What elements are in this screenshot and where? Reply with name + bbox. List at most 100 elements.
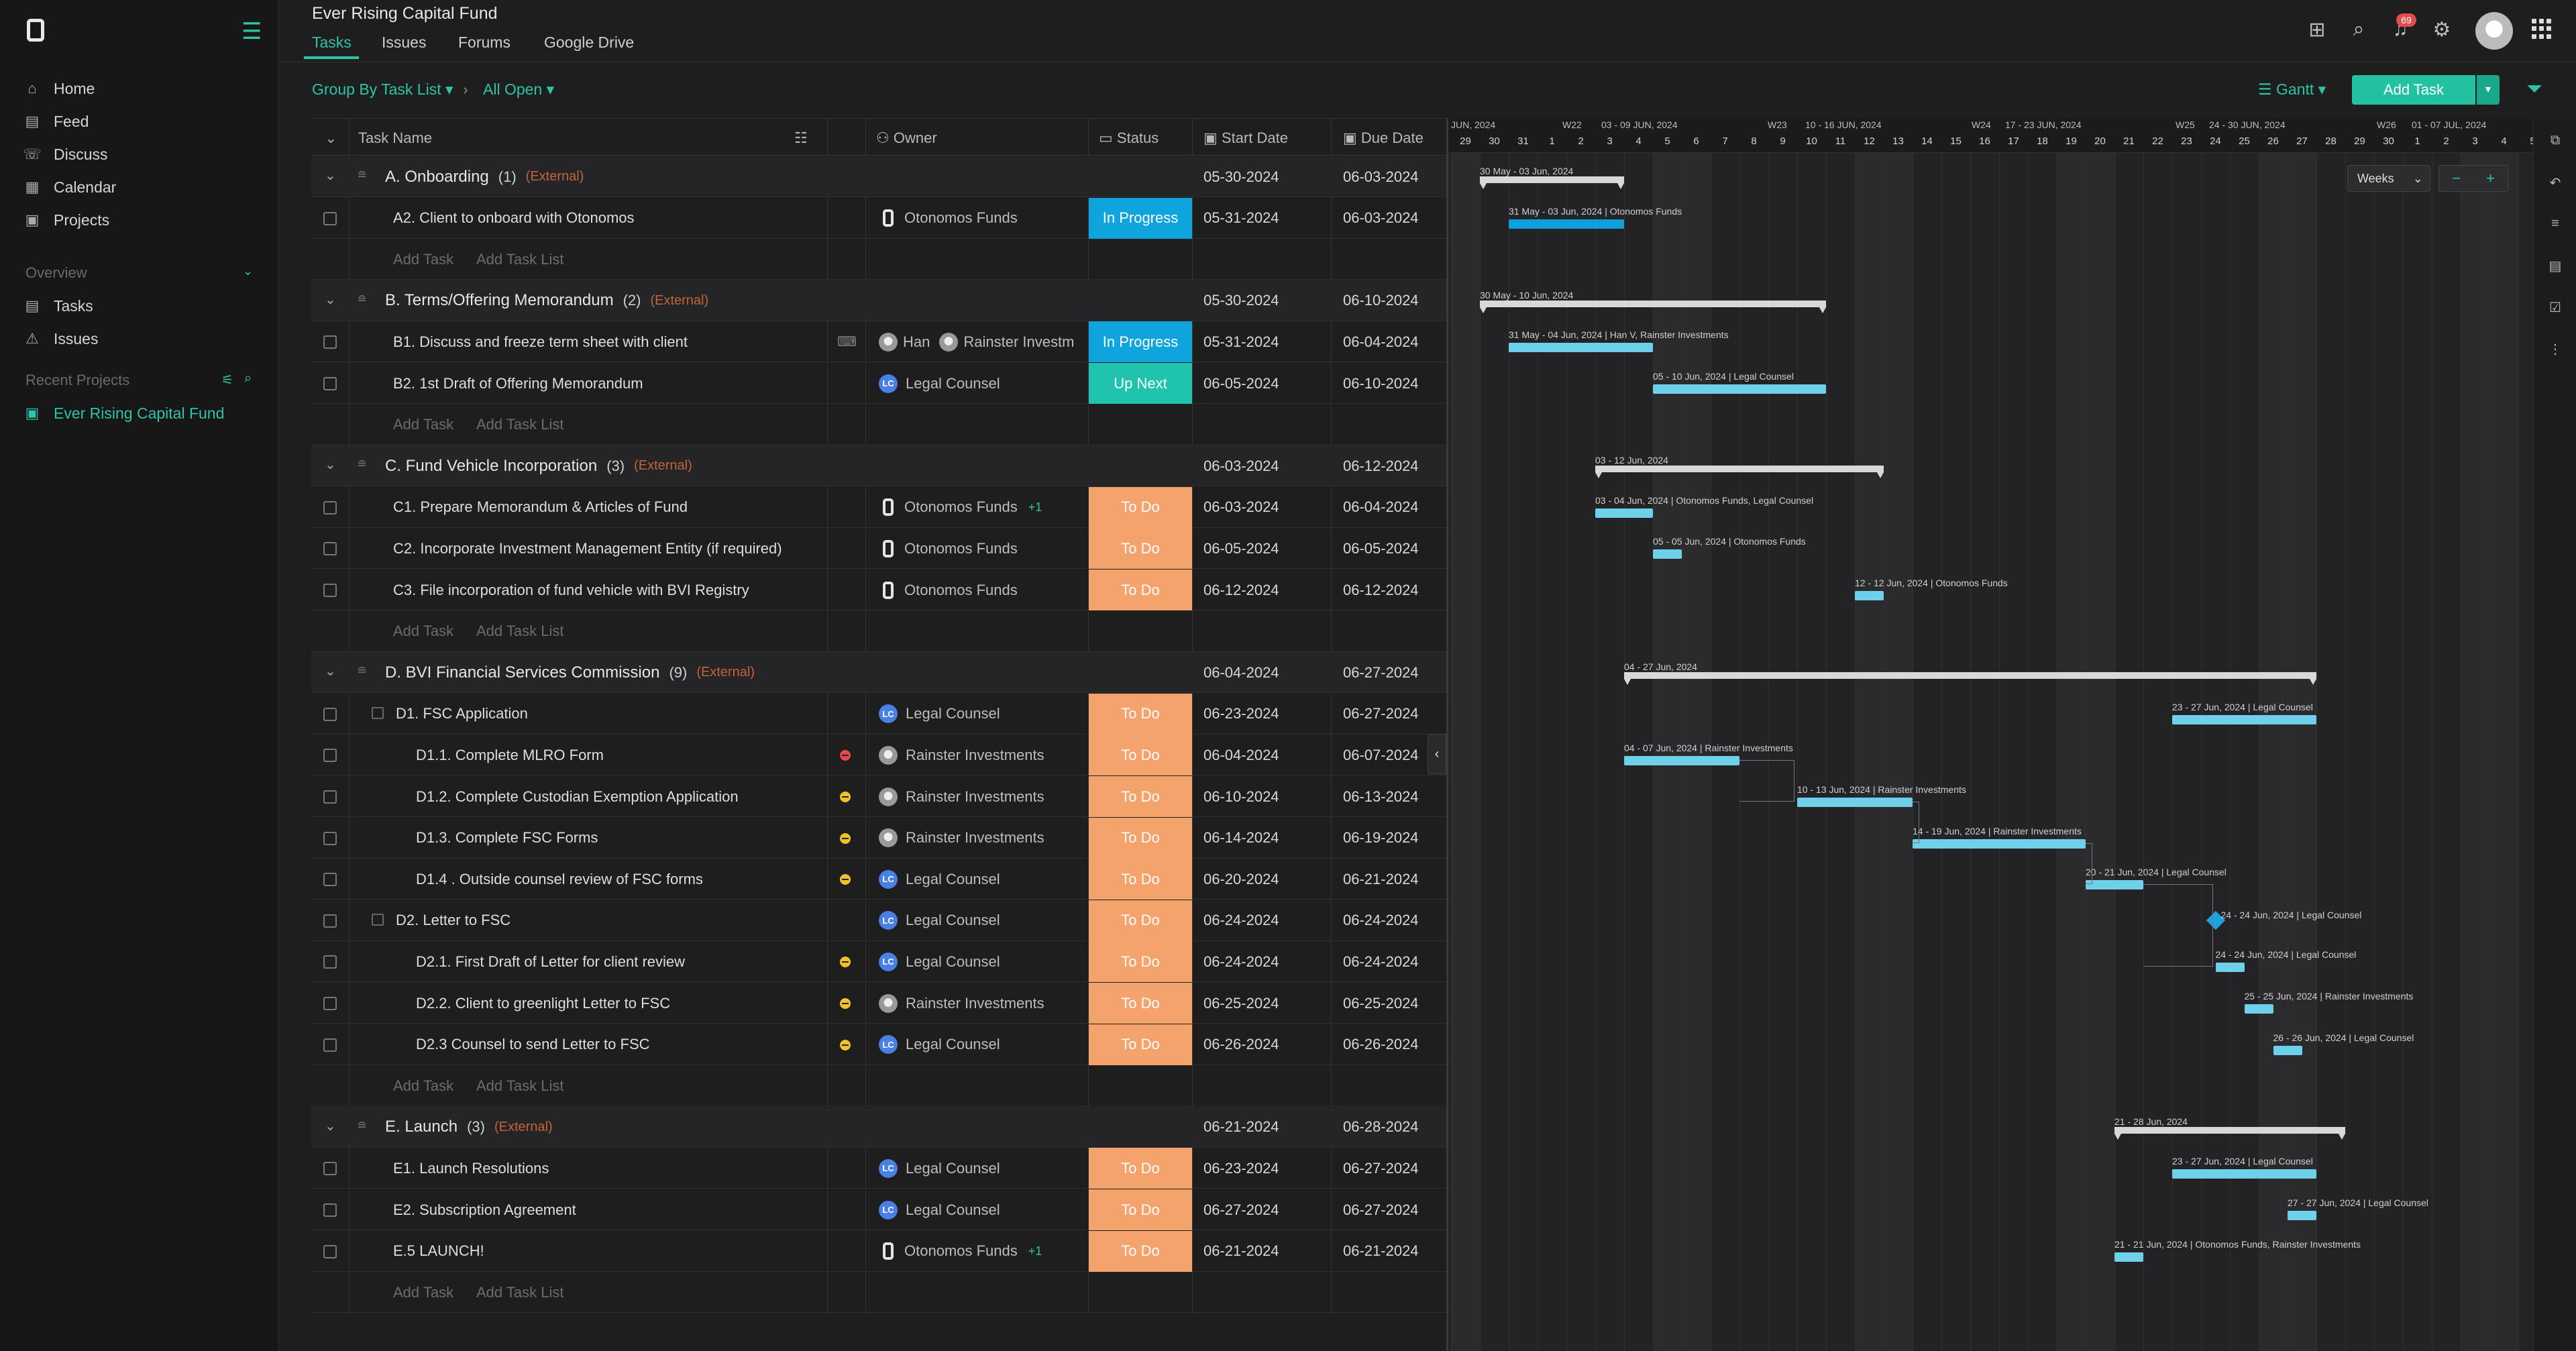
priority-med-icon[interactable] <box>840 832 851 844</box>
priority-med-icon[interactable] <box>840 1039 851 1050</box>
gantt-task-bar[interactable] <box>2244 1004 2273 1014</box>
task-name[interactable]: B2. 1st Draft of Offering Memorandum <box>393 374 643 392</box>
task-checkbox[interactable] <box>323 790 337 804</box>
gantt-summary-bar[interactable] <box>2114 1126 2345 1140</box>
drag-handle-icon[interactable]: ≘ <box>357 457 368 472</box>
add-task-list-link[interactable]: Add Task List <box>476 1077 564 1094</box>
add-task-link[interactable]: Add Task <box>393 416 454 433</box>
task-name[interactable]: D2.1. First Draft of Letter for client r… <box>416 953 686 970</box>
task-name[interactable]: D2.3 Counsel to send Letter to FSC <box>416 1036 650 1053</box>
status-badge[interactable]: To Do <box>1089 735 1192 776</box>
recent-search-icon[interactable]: ⌕ <box>244 371 252 386</box>
task-due-date[interactable]: 06-21-2024 <box>1343 1242 1419 1260</box>
extra-owners-count[interactable]: +1 <box>1028 1244 1042 1258</box>
recent-filter-icon[interactable]: ⚟ <box>221 373 233 388</box>
add-task-list-link[interactable]: Add Task List <box>476 1283 564 1301</box>
user-avatar[interactable] <box>2475 12 2513 50</box>
priority-med-icon[interactable] <box>840 957 851 968</box>
column-due-date[interactable]: ▣ Due Date <box>1343 129 1424 146</box>
tab-google-drive[interactable]: Google Drive <box>544 34 635 51</box>
status-badge[interactable]: Up Next <box>1089 363 1192 404</box>
gantt-task-bar[interactable] <box>1624 756 1739 766</box>
task-row[interactable]: D2.3 Counsel to send Letter to FSC LC Lega… <box>311 1024 1446 1065</box>
task-start-date[interactable]: 06-14-2024 <box>1203 829 1279 847</box>
status-badge[interactable]: To Do <box>1089 1024 1192 1065</box>
task-name[interactable]: D1.3. Complete FSC Forms <box>416 829 598 847</box>
task-list-group-row[interactable]: ⌄ ≘ A. Onboarding (1) (External) 05-30-2024 06… <box>311 156 1446 197</box>
task-checkbox[interactable] <box>323 997 337 1010</box>
task-start-date[interactable]: 06-05-2024 <box>1203 539 1279 557</box>
gantt-task-bar[interactable] <box>2273 1045 2302 1055</box>
add-icon[interactable]: ⊞ <box>2308 18 2326 41</box>
column-status[interactable]: ▭ Status <box>1099 129 1159 146</box>
task-start-date[interactable]: 06-23-2024 <box>1203 705 1279 722</box>
task-list-group-row[interactable]: ⌄ ≘ E. Launch (3) (External) 06-21-2024 06-28-… <box>311 1106 1446 1148</box>
task-owner[interactable]: Han Rainster Investm <box>879 321 1087 362</box>
priority-med-icon[interactable] <box>840 874 851 885</box>
task-start-date[interactable]: 06-26-2024 <box>1203 1036 1279 1053</box>
add-task-link[interactable]: Add Task <box>393 623 454 640</box>
task-row[interactable]: A2. Client to onboard with Otonomos Otono… <box>311 197 1446 239</box>
task-owner[interactable]: Rainster Investments <box>879 776 1087 817</box>
task-name[interactable]: C2. Incorporate Investment Management En… <box>393 539 782 557</box>
task-row[interactable]: D2. Letter to FSC LC Legal Counsel To Do 06-… <box>311 900 1446 941</box>
collapse-panel-button[interactable]: ‹ <box>1428 734 1446 774</box>
sidebar-item-calendar[interactable]: ▦ Calendar <box>24 174 117 201</box>
settings-sliders-icon[interactable]: ≡ <box>2551 216 2559 231</box>
task-row[interactable]: D2.1. First Draft of Letter for client r… <box>311 941 1446 983</box>
task-owner[interactable]: LC Legal Counsel <box>879 1189 1087 1230</box>
view-dropdown[interactable]: ☰ Gantt ▾ <box>2258 80 2326 98</box>
task-checkbox[interactable] <box>323 831 337 845</box>
add-task-dropdown[interactable]: ▾ <box>2477 75 2500 105</box>
column-task-name[interactable]: Task Name <box>358 129 433 146</box>
task-due-date[interactable]: 06-04-2024 <box>1343 333 1419 350</box>
task-name[interactable]: D2. Letter to FSC <box>396 912 511 929</box>
add-task-list-link[interactable]: Add Task List <box>476 623 564 640</box>
expand-all-icon[interactable]: ⌄ <box>325 129 337 146</box>
status-badge[interactable]: In Progress <box>1089 321 1192 363</box>
app-logo[interactable] <box>27 19 44 42</box>
zoom-in-button[interactable]: + <box>2486 170 2495 186</box>
task-start-date[interactable]: 06-20-2024 <box>1203 870 1279 887</box>
group-by-dropdown[interactable]: Group By Task List ▾ <box>312 80 453 98</box>
group-name[interactable]: A. Onboarding <box>385 167 489 186</box>
chevron-down-icon[interactable]: ⌄ <box>325 457 336 473</box>
task-due-date[interactable]: 06-13-2024 <box>1343 788 1419 805</box>
tab-issues[interactable]: Issues <box>382 34 427 51</box>
chevron-down-icon[interactable]: ⌄ <box>325 168 336 183</box>
task-owner[interactable]: Otonomos Funds +1 <box>879 487 1087 528</box>
overview-section-label[interactable]: Overview <box>25 264 87 281</box>
task-owner[interactable]: LC Legal Counsel <box>879 363 1087 404</box>
status-badge[interactable]: In Progress <box>1089 197 1192 239</box>
task-due-date[interactable]: 06-26-2024 <box>1343 1036 1419 1053</box>
task-list-group-row[interactable]: ⌄ ≘ D. BVI Financial Services Commission (9… <box>311 652 1446 694</box>
priority-high-icon[interactable] <box>840 750 851 761</box>
task-checkbox[interactable] <box>323 749 337 763</box>
gantt-task-bar[interactable] <box>2114 1252 2143 1262</box>
tab-tasks[interactable]: Tasks <box>312 34 352 51</box>
task-owner[interactable]: LC Legal Counsel <box>879 1148 1087 1189</box>
task-row[interactable]: B2. 1st Draft of Offering Memorandum LC Le… <box>311 363 1446 404</box>
task-owner[interactable]: Otonomos Funds <box>879 570 1087 610</box>
chevron-down-icon[interactable]: ⌄ <box>325 292 336 307</box>
sidebar-collapse-icon[interactable]: ☰ <box>241 19 262 44</box>
checklist-icon[interactable]: ☑ <box>2549 301 2561 315</box>
chevron-down-icon[interactable]: ⌄ <box>325 1118 336 1134</box>
gantt-task-bar[interactable] <box>2172 1169 2316 1179</box>
status-badge[interactable]: To Do <box>1089 1230 1192 1272</box>
gantt-task-bar[interactable] <box>1855 591 1884 600</box>
task-name[interactable]: C3. File incorporation of fund vehicle w… <box>393 581 749 598</box>
gantt-task-bar[interactable] <box>2172 714 2316 724</box>
task-due-date[interactable]: 06-05-2024 <box>1343 539 1419 557</box>
gantt-summary-bar[interactable] <box>1624 672 2316 686</box>
drag-handle-icon[interactable]: ≘ <box>357 168 368 182</box>
task-checkbox[interactable] <box>323 377 337 390</box>
status-badge[interactable]: To Do <box>1089 817 1192 859</box>
filter-dropdown[interactable]: All Open ▾ <box>483 80 555 98</box>
task-start-date[interactable]: 06-05-2024 <box>1203 374 1279 392</box>
task-row[interactable]: D1.2. Complete Custodian Exemption Appli… <box>311 776 1446 817</box>
task-checkbox[interactable] <box>323 955 337 969</box>
task-owner[interactable]: LC Legal Counsel <box>879 900 1087 941</box>
task-row[interactable]: C1. Prepare Memorandum & Articles of Fun… <box>311 486 1446 528</box>
gear-icon[interactable]: ⚙ <box>2432 18 2451 41</box>
